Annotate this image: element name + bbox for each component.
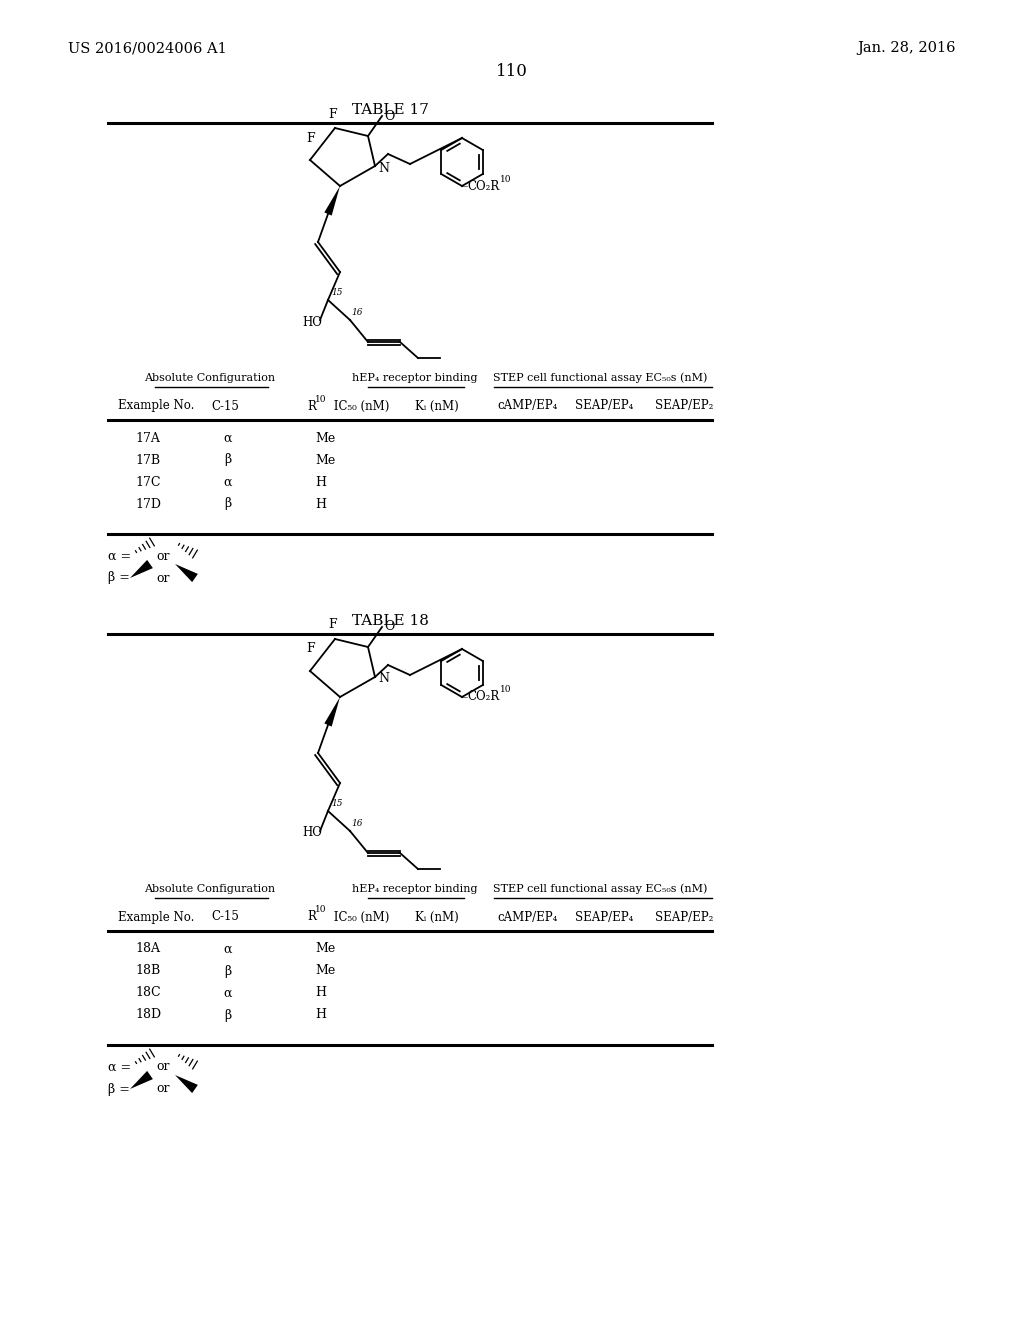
Polygon shape	[325, 186, 340, 215]
Text: 17C: 17C	[135, 475, 161, 488]
Text: Example No.: Example No.	[118, 911, 195, 924]
Text: 10: 10	[315, 906, 327, 915]
Text: Me: Me	[315, 432, 335, 445]
Text: 10: 10	[500, 685, 512, 694]
Text: N: N	[378, 161, 389, 174]
Text: α: α	[224, 432, 232, 445]
Text: CO₂R: CO₂R	[467, 690, 500, 704]
Text: 10: 10	[500, 174, 512, 183]
Text: IC₅₀ (nM): IC₅₀ (nM)	[330, 400, 389, 412]
Text: 15: 15	[331, 288, 342, 297]
Text: 16: 16	[351, 818, 362, 828]
Text: 18D: 18D	[135, 1008, 161, 1022]
Text: H: H	[315, 1008, 326, 1022]
Text: Absolute Configuration: Absolute Configuration	[144, 374, 275, 383]
Text: 18B: 18B	[135, 965, 160, 978]
Text: 18A: 18A	[135, 942, 160, 956]
Text: α =: α =	[108, 1060, 131, 1073]
Text: 10: 10	[315, 395, 327, 404]
Text: R: R	[307, 911, 315, 924]
Text: Jan. 28, 2016: Jan. 28, 2016	[857, 41, 956, 55]
Text: 110: 110	[496, 63, 528, 81]
Text: Me: Me	[315, 942, 335, 956]
Text: α: α	[224, 475, 232, 488]
Text: STEP cell functional assay EC₅₀s (nM): STEP cell functional assay EC₅₀s (nM)	[493, 372, 708, 383]
Text: 17D: 17D	[135, 498, 161, 511]
Text: HO: HO	[302, 826, 322, 840]
Text: C-15: C-15	[211, 400, 239, 412]
Text: TABLE 17: TABLE 17	[351, 103, 428, 117]
Text: O: O	[384, 620, 394, 634]
Text: SEAP/EP₂: SEAP/EP₂	[655, 911, 714, 924]
Polygon shape	[130, 560, 153, 578]
Text: Me: Me	[315, 454, 335, 466]
Text: or: or	[156, 572, 170, 585]
Polygon shape	[130, 1071, 153, 1089]
Text: cAMP/EP₄: cAMP/EP₄	[497, 400, 557, 412]
Text: β: β	[224, 498, 231, 511]
Text: C-15: C-15	[211, 911, 239, 924]
Text: F: F	[329, 619, 337, 631]
Text: cAMP/EP₄: cAMP/EP₄	[497, 911, 557, 924]
Polygon shape	[175, 1074, 198, 1093]
Text: CO₂R: CO₂R	[467, 180, 500, 193]
Polygon shape	[175, 564, 198, 582]
Text: 17A: 17A	[135, 432, 160, 445]
Text: or: or	[156, 1082, 170, 1096]
Text: β =: β =	[108, 572, 130, 585]
Text: Example No.: Example No.	[118, 400, 195, 412]
Text: H: H	[315, 986, 326, 999]
Text: F: F	[306, 643, 315, 656]
Text: H: H	[315, 475, 326, 488]
Text: F: F	[329, 107, 337, 120]
Text: hEP₄ receptor binding: hEP₄ receptor binding	[352, 884, 478, 894]
Text: H: H	[315, 498, 326, 511]
Text: or: or	[156, 1060, 170, 1073]
Text: 15: 15	[331, 799, 342, 808]
Text: SEAP/EP₄: SEAP/EP₄	[575, 911, 634, 924]
Text: β: β	[224, 1008, 231, 1022]
Text: β =: β =	[108, 1082, 130, 1096]
Text: SEAP/EP₂: SEAP/EP₂	[655, 400, 714, 412]
Text: O: O	[384, 110, 394, 123]
Text: or: or	[156, 549, 170, 562]
Text: TABLE 18: TABLE 18	[351, 614, 428, 628]
Text: Me: Me	[315, 965, 335, 978]
Text: β: β	[224, 454, 231, 466]
Text: HO: HO	[302, 315, 322, 329]
Text: Kᵢ (nM): Kᵢ (nM)	[415, 400, 459, 412]
Text: N: N	[378, 672, 389, 685]
Text: α: α	[224, 986, 232, 999]
Text: β: β	[224, 965, 231, 978]
Text: 17B: 17B	[135, 454, 160, 466]
Text: US 2016/0024006 A1: US 2016/0024006 A1	[68, 41, 226, 55]
Text: hEP₄ receptor binding: hEP₄ receptor binding	[352, 374, 478, 383]
Text: R: R	[307, 400, 315, 412]
Text: α =: α =	[108, 549, 131, 562]
Text: Absolute Configuration: Absolute Configuration	[144, 884, 275, 894]
Polygon shape	[325, 697, 340, 726]
Text: F: F	[306, 132, 315, 144]
Text: IC₅₀ (nM): IC₅₀ (nM)	[330, 911, 389, 924]
Text: SEAP/EP₄: SEAP/EP₄	[575, 400, 634, 412]
Text: α: α	[224, 942, 232, 956]
Text: 16: 16	[351, 308, 362, 317]
Text: 18C: 18C	[135, 986, 161, 999]
Text: Kᵢ (nM): Kᵢ (nM)	[415, 911, 459, 924]
Text: STEP cell functional assay EC₅₀s (nM): STEP cell functional assay EC₅₀s (nM)	[493, 883, 708, 894]
